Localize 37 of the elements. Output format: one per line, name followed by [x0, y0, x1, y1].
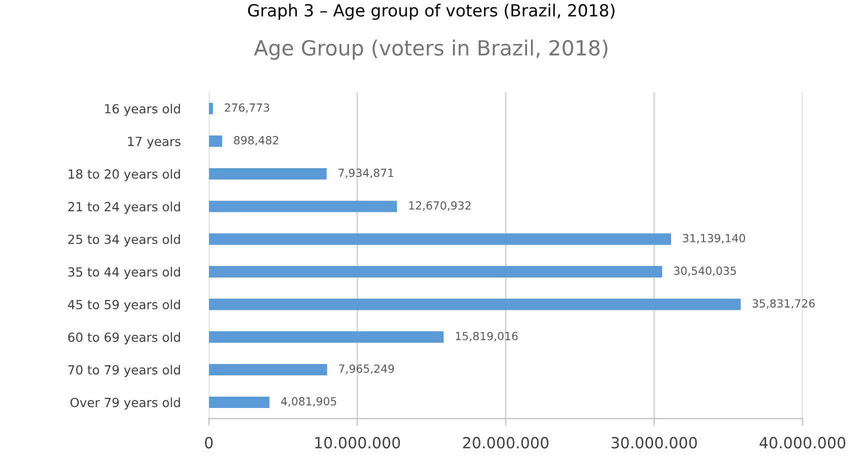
- bar: [208, 102, 213, 114]
- bar: [208, 298, 741, 310]
- y-tick-label: 18 to 20 years old: [68, 169, 180, 182]
- caption: Graph 3 – Age group of voters (Brazil, 2018): [248, 4, 614, 20]
- bar: [208, 200, 397, 212]
- x-tick-label: 20.000.000: [463, 436, 548, 448]
- y-tick-label: 35 to 44 years old: [68, 266, 180, 280]
- x-tick-label: 40.000.000: [760, 436, 846, 448]
- y-tick-label: Over 79 years old: [70, 398, 180, 410]
- bar: [208, 168, 327, 180]
- y-tick-label: 60 to 69 years old: [68, 332, 180, 344]
- bar: [208, 266, 662, 278]
- y-tick-label: 70 to 79 years old: [68, 364, 180, 377]
- data-label: 7,934,871: [338, 168, 394, 178]
- bar: [208, 233, 672, 245]
- data-label: 276,773: [224, 103, 270, 113]
- x-tick-label: 0: [204, 436, 213, 448]
- x-tick-label: 10.000.000: [315, 436, 400, 448]
- bar: [208, 331, 444, 343]
- data-label: 15,819,016: [456, 332, 518, 342]
- x-tick-label: 30.000.000: [612, 436, 697, 448]
- y-tick-label: 21 to 24 years old: [68, 202, 180, 214]
- data-label: 12,670,932: [409, 201, 471, 211]
- data-label: 4,081,905: [281, 397, 336, 407]
- bar: [208, 135, 222, 147]
- chart-title: Age Group (voters in Brazil, 2018): [254, 40, 608, 60]
- y-tick-label: 25 to 34 years old: [68, 234, 180, 246]
- bar: [208, 396, 270, 408]
- bar: [208, 364, 328, 376]
- data-label: 31,139,140: [683, 234, 746, 244]
- data-label: 898,482: [234, 136, 278, 146]
- data-label: 30,540,035: [674, 266, 736, 276]
- y-tick-label: 17 years: [128, 136, 180, 149]
- y-tick-label: 45 to 59 years old: [68, 300, 180, 312]
- data-label: 7,965,249: [339, 364, 394, 374]
- data-label: 35,831,726: [752, 299, 815, 309]
- y-tick-label: 16 years old: [105, 104, 180, 116]
